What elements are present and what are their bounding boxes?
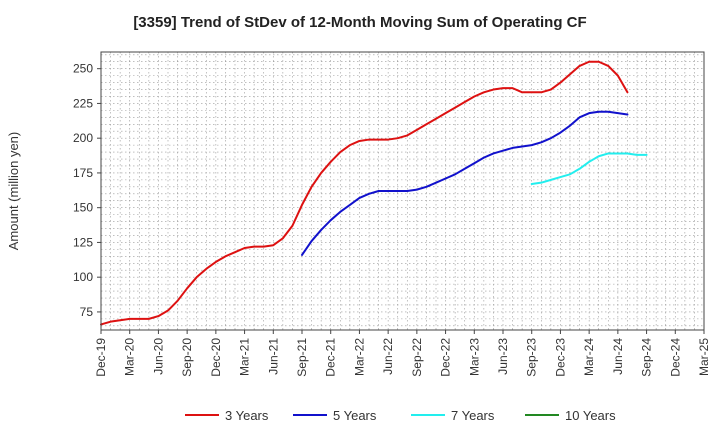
series-line-5-years bbox=[301, 110, 629, 256]
x-tick-label: Jun-21 bbox=[266, 338, 280, 375]
plot-frame bbox=[100, 51, 705, 331]
x-tick-label: Mar-20 bbox=[123, 338, 137, 376]
x-tick-label: Sep-23 bbox=[525, 338, 539, 377]
x-tick-label: Mar-25 bbox=[697, 338, 711, 376]
y-tick-label: 125 bbox=[73, 235, 93, 249]
legend-label: 10 Years bbox=[565, 408, 616, 423]
x-tick-label: Dec-23 bbox=[553, 338, 567, 377]
series-lines bbox=[100, 60, 648, 326]
x-tick-label: Mar-21 bbox=[238, 338, 252, 376]
x-tick-label: Mar-24 bbox=[582, 338, 596, 376]
legend-label: 5 Years bbox=[333, 408, 377, 423]
x-tick-label: Jun-24 bbox=[611, 338, 625, 375]
series-line-3-years bbox=[100, 60, 629, 326]
x-tick-label: Sep-22 bbox=[410, 338, 424, 377]
y-tick-label: 150 bbox=[73, 201, 93, 215]
x-tick-label: Sep-24 bbox=[640, 338, 654, 377]
legend-label: 7 Years bbox=[451, 408, 495, 423]
legend: 3 Years 5 Years 7 Years 10 Years bbox=[185, 408, 616, 423]
x-tick-label: Jun-22 bbox=[381, 338, 395, 375]
y-tick-label: 75 bbox=[80, 305, 94, 319]
y-tick-label: 225 bbox=[73, 96, 93, 110]
y-axis-label: Amount (million yen) bbox=[6, 132, 21, 251]
x-tick-label: Mar-23 bbox=[467, 338, 481, 376]
y-tick-label: 100 bbox=[73, 270, 93, 284]
x-tick-label: Dec-19 bbox=[94, 338, 108, 377]
x-tick-label: Sep-20 bbox=[180, 338, 194, 377]
x-tick-label: Dec-20 bbox=[209, 338, 223, 377]
y-tick-label: 200 bbox=[73, 131, 93, 145]
chart-title: [3359] Trend of StDev of 12-Month Moving… bbox=[133, 14, 586, 31]
y-tick-labels: 75 100 125 150 175 200 225 250 bbox=[73, 62, 101, 319]
x-tick-label: Jun-23 bbox=[496, 338, 510, 375]
x-tick-label: Jun-20 bbox=[151, 338, 165, 375]
x-tick-label: Dec-21 bbox=[324, 338, 338, 377]
x-tick-label: Dec-22 bbox=[439, 338, 453, 377]
series-line-7-years bbox=[530, 152, 648, 186]
y-tick-label: 250 bbox=[73, 62, 93, 76]
y-tick-label: 175 bbox=[73, 166, 93, 180]
x-tick-label: Dec-24 bbox=[668, 338, 682, 377]
grid-lines bbox=[101, 52, 704, 330]
x-tick-label: Sep-21 bbox=[295, 338, 309, 377]
x-tick-label: Mar-22 bbox=[352, 338, 366, 376]
legend-label: 3 Years bbox=[225, 408, 269, 423]
x-tick-labels: Dec-19 Mar-20 Jun-20 Sep-20 Dec-20 Mar-21 Jun-… bbox=[94, 330, 711, 377]
